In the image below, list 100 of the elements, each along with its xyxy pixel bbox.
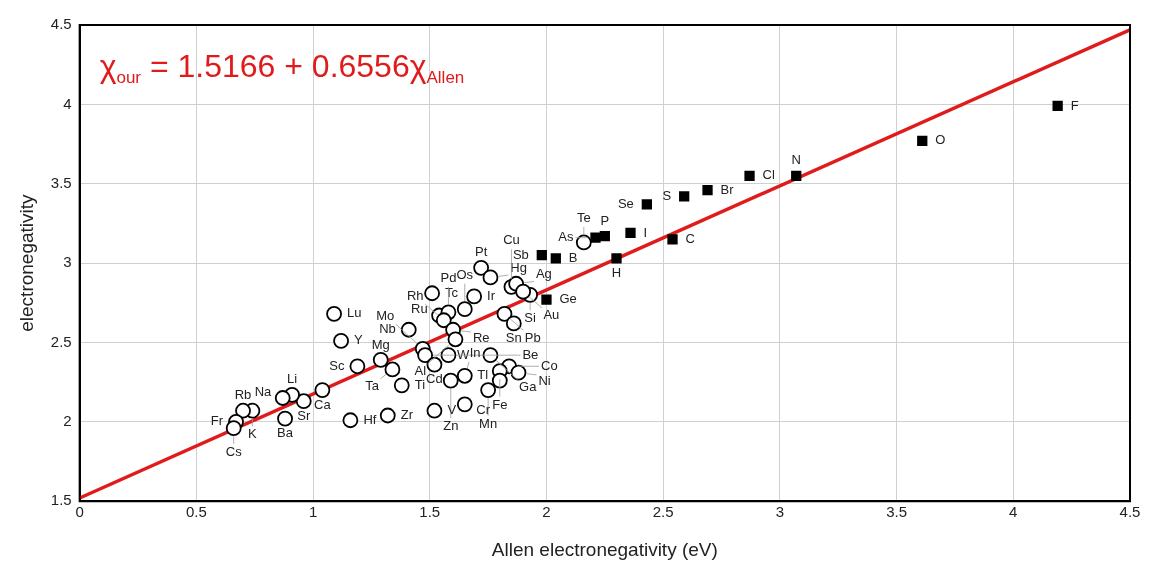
annotation: Pd <box>440 269 457 285</box>
point <box>550 253 561 264</box>
point <box>235 402 251 419</box>
annotation: Al <box>414 363 427 379</box>
annotation: Fe <box>492 396 508 412</box>
y-tick-label: 3.5 <box>50 173 72 191</box>
annotation: Re <box>472 330 490 346</box>
point <box>575 234 592 251</box>
point <box>641 199 652 210</box>
annotation: Na <box>254 383 273 399</box>
annotation: Ni <box>538 373 551 389</box>
annotation: Lu <box>347 305 362 321</box>
x-tick-label: 4 <box>1009 503 1018 521</box>
point <box>679 191 690 202</box>
annotation: Hf <box>363 411 377 427</box>
point <box>541 294 552 305</box>
point <box>277 410 293 427</box>
annotation: Cd <box>426 371 443 387</box>
annotation: Hg <box>510 259 527 275</box>
x-tick-label: 3.5 <box>886 503 908 521</box>
x-tick-label: 1.5 <box>419 503 441 521</box>
annotation: Be <box>522 346 539 362</box>
point <box>379 407 396 424</box>
annotation: H <box>611 264 622 280</box>
point <box>611 253 622 264</box>
point <box>314 382 331 398</box>
annotation: Nb <box>379 321 396 337</box>
annotation: Te <box>576 210 591 226</box>
point <box>917 135 928 147</box>
y-tick-label: 2.5 <box>50 332 72 350</box>
annotation: Li <box>286 371 298 387</box>
annotation: Fr <box>210 413 224 429</box>
point <box>384 361 401 378</box>
point <box>326 306 342 322</box>
x-tick-label: 1 <box>308 503 318 521</box>
y-tick-label: 1.5 <box>50 491 72 509</box>
point <box>515 283 532 300</box>
point <box>342 412 359 429</box>
point <box>536 250 547 261</box>
annotation: Cs <box>225 443 243 459</box>
annotation: Rb <box>234 387 252 403</box>
annotation: Ru <box>411 301 428 317</box>
point <box>590 232 601 243</box>
point <box>456 301 473 318</box>
annotation: Mo <box>376 307 395 323</box>
annotation: B <box>568 249 578 265</box>
annotation: N <box>791 152 801 168</box>
annotation: Pt <box>474 244 488 260</box>
annotation: Br <box>720 181 735 197</box>
annotation: K <box>248 426 258 442</box>
annotation: Os <box>456 266 474 282</box>
point <box>667 234 678 245</box>
point <box>482 347 499 364</box>
point <box>473 259 490 276</box>
point <box>491 372 508 389</box>
point <box>349 358 366 375</box>
annotation: C <box>685 230 695 246</box>
annotation: V <box>447 402 457 418</box>
annotation: O <box>935 132 946 148</box>
annotation: Cl <box>762 167 775 183</box>
point <box>456 367 473 384</box>
x-tick-label: 0 <box>75 503 84 521</box>
annotation: Ge <box>559 291 577 307</box>
annotation: Ir <box>487 288 496 304</box>
annotation: W <box>457 346 471 362</box>
point <box>435 312 452 329</box>
annotation: Mg <box>371 336 390 352</box>
point <box>744 170 755 181</box>
annotation: Ca <box>314 396 332 412</box>
y-tick-label: 4 <box>63 94 72 112</box>
point <box>625 227 636 239</box>
annotation: In <box>469 345 481 361</box>
point <box>456 396 473 413</box>
annotation: Zr <box>400 407 414 423</box>
point <box>482 269 499 286</box>
point <box>496 306 513 322</box>
annotation: Rh <box>406 287 424 303</box>
annotation: Au <box>543 307 560 323</box>
annotation: Cr <box>476 401 491 417</box>
annotation: Tc <box>445 284 459 300</box>
annotation: Sc <box>329 357 345 373</box>
x-axis-title: Allen electronegativity (eV) <box>491 538 718 560</box>
point <box>225 420 242 437</box>
annotation: Sn <box>505 330 522 345</box>
point <box>393 377 410 394</box>
annotation: S <box>662 188 672 204</box>
annotation: Ba <box>277 425 294 441</box>
annotation: Pb <box>524 329 541 345</box>
annotation: Cu <box>503 232 520 248</box>
annotation: P <box>600 212 610 228</box>
annotation: Ta <box>365 378 380 393</box>
point <box>426 402 443 419</box>
point <box>466 288 483 305</box>
annotation: Ag <box>535 266 552 282</box>
y-axis-title: electronegativity <box>15 193 37 332</box>
annotation: Si <box>524 310 537 326</box>
point <box>295 393 312 410</box>
annotation: Sb <box>512 246 529 262</box>
point <box>702 184 713 196</box>
point <box>417 347 433 364</box>
